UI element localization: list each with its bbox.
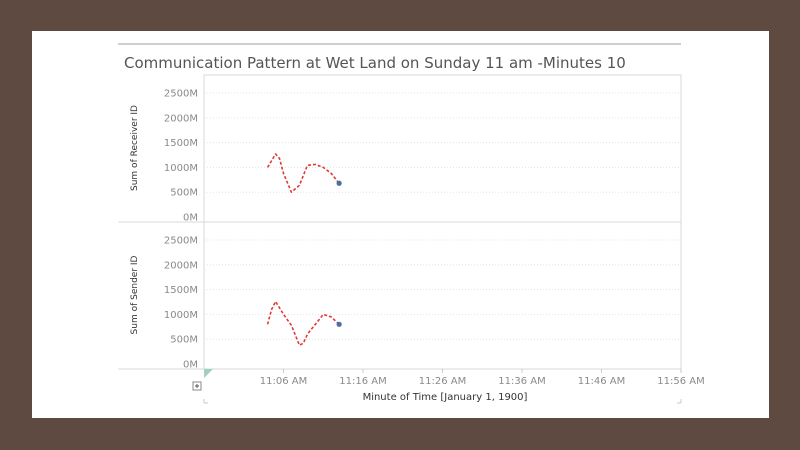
y-tick-label: 500M xyxy=(170,335,198,346)
chart-title: Communication Pattern at Wet Land on Sun… xyxy=(124,54,626,72)
series-end-point[interactable] xyxy=(336,180,342,186)
receiver-panel-frame xyxy=(203,74,682,223)
resize-handles xyxy=(203,369,682,404)
x-tick-label: 11:46 AM xyxy=(578,376,625,387)
chart-svg: 0M 500M 1000M 1500M 2000M 2500M 0M 500M 1000M 150… xyxy=(118,74,705,404)
x-tick-label: 11:16 AM xyxy=(339,376,386,387)
series-line xyxy=(266,300,340,347)
x-tick-layer: 11:06 AM 11:16 AM 11:26 AM 11:36 AM 11:46 AM… xyxy=(260,369,705,387)
x-tick-label: 11:56 AM xyxy=(657,376,704,387)
y-tick-label: 500M xyxy=(170,188,198,199)
y-tick-label: 1500M xyxy=(164,138,198,149)
y-tick-label: 2500M xyxy=(164,236,198,247)
sender-panel-frame xyxy=(203,221,682,370)
y-tick-label: 2500M xyxy=(164,89,198,100)
x-tick-label: 11:26 AM xyxy=(419,376,466,387)
expand-icon[interactable] xyxy=(192,381,202,391)
y-axis-label-sender: Sum of Sender ID xyxy=(130,255,140,334)
series-line xyxy=(266,153,340,193)
y-tick-label: 1000M xyxy=(164,163,198,174)
y-tick-label: 1000M xyxy=(164,310,198,321)
y-tick-label: 2000M xyxy=(164,260,198,271)
corner-marker xyxy=(204,369,213,378)
x-tick-label: 11:06 AM xyxy=(260,376,307,387)
chart-card: Communication Pattern at Wet Land on Sun… xyxy=(32,31,769,418)
grid-layer xyxy=(204,92,681,340)
y-tick-label: 1500M xyxy=(164,285,198,296)
y-axis-label-receiver: Sum of Receiver ID xyxy=(130,105,140,191)
y-tick-layer: 0M 500M 1000M 1500M 2000M 2500M 0M 500M 1000M 150… xyxy=(164,89,198,371)
x-tick-label: 11:36 AM xyxy=(498,376,545,387)
y-tick-label: 2000M xyxy=(164,113,198,124)
y-tick-label: 0M xyxy=(183,213,198,224)
top-divider xyxy=(118,43,681,45)
x-axis-label: Minute of Time [January 1, 1900] xyxy=(363,392,528,403)
series-layer xyxy=(266,153,342,347)
y-tick-label: 0M xyxy=(183,360,198,371)
series-end-point[interactable] xyxy=(336,321,342,327)
